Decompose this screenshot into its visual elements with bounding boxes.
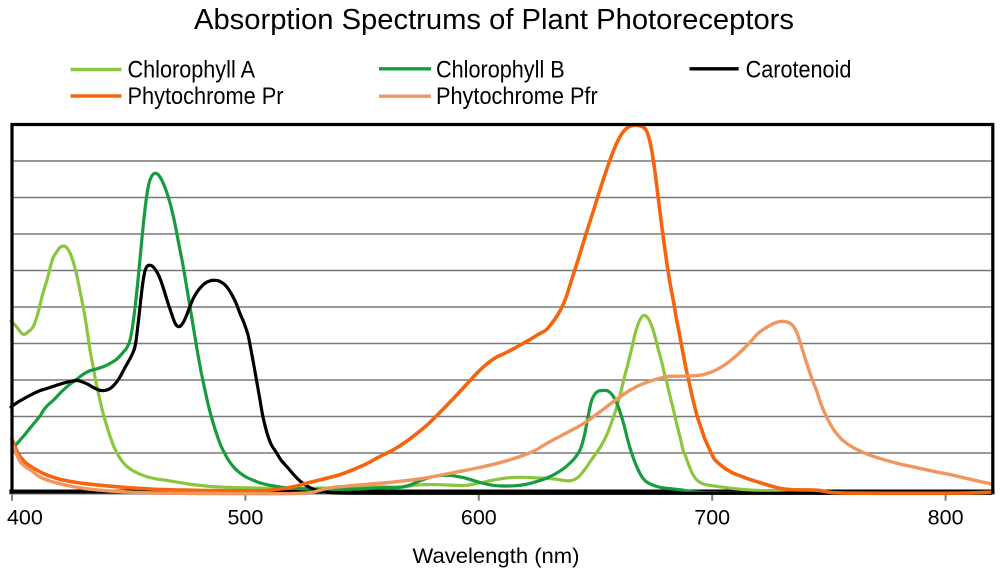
svg-text:Carotenoid: Carotenoid: [746, 57, 852, 84]
svg-text:700: 700: [694, 506, 730, 530]
svg-text:Phytochrome Pr: Phytochrome Pr: [128, 83, 284, 110]
svg-text:800: 800: [928, 506, 964, 530]
svg-text:Wavelength (nm): Wavelength (nm): [413, 544, 580, 568]
svg-text:400: 400: [7, 506, 43, 530]
svg-text:Chlorophyll B: Chlorophyll B: [436, 57, 565, 84]
svg-text:Chlorophyll A: Chlorophyll A: [128, 57, 256, 84]
svg-text:600: 600: [461, 506, 497, 530]
svg-text:500: 500: [227, 506, 263, 530]
svg-text:Absorption Spectrums of Plant: Absorption Spectrums of Plant Photorecep…: [194, 4, 794, 36]
svg-text:Phytochrome Pfr: Phytochrome Pfr: [436, 83, 598, 110]
